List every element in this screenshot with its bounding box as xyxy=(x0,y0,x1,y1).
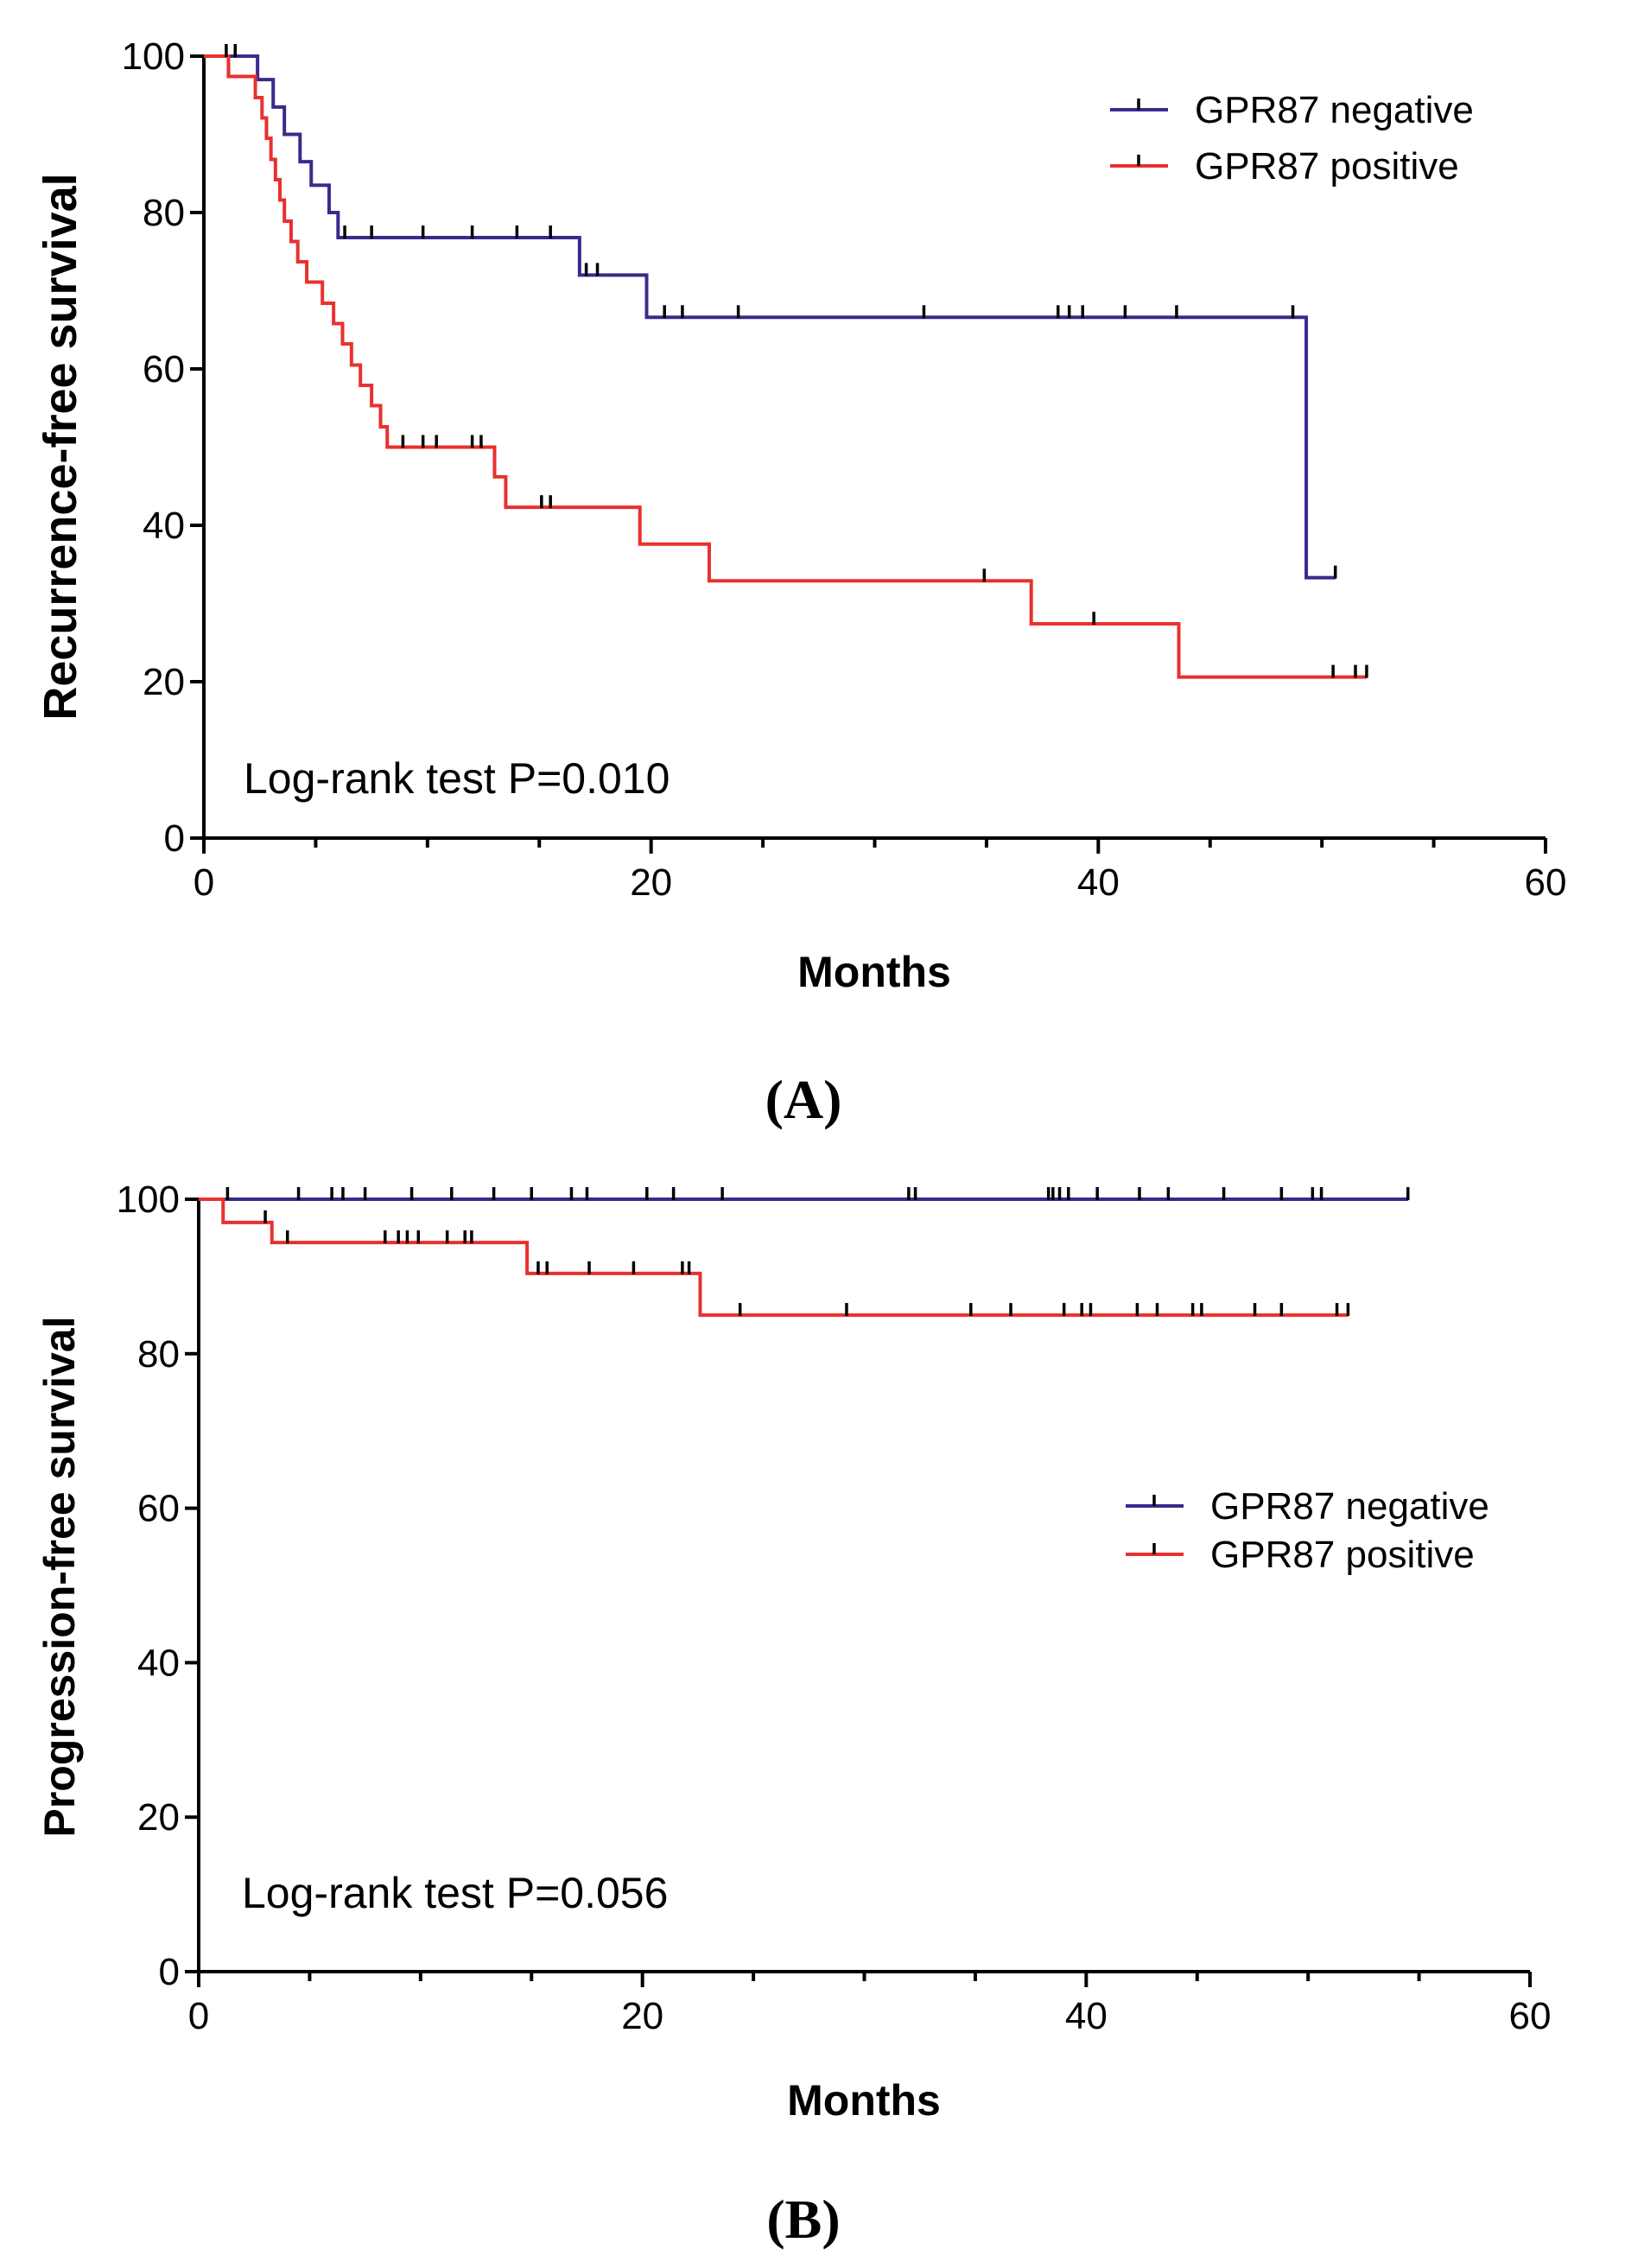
panel-a-y-tick-label: 0 xyxy=(164,817,185,860)
panel-b-y-tick-label: 80 xyxy=(137,1333,180,1375)
panel-a-logrank-annotation: Log-rank test P=0.010 xyxy=(244,754,670,803)
panel-a-legend-positive-label: GPR87 positive xyxy=(1195,145,1459,187)
panel-a-x-axis-title: Months xyxy=(797,948,951,996)
panel-a-y-axis-title: Recurrence-free survival xyxy=(35,173,86,720)
panel-b-label: (B) xyxy=(766,2189,840,2250)
panel-b-legend: GPR87 negative GPR87 positive xyxy=(1126,1485,1489,1576)
panel-a-x-tick-label: 20 xyxy=(630,861,672,904)
panel-b-curve-positive xyxy=(199,1198,1349,1318)
panel-b-x-axis-title: Months xyxy=(787,2076,941,2125)
panel-b-legend-positive-label: GPR87 positive xyxy=(1210,1534,1475,1576)
panel-b-y-tick-label: 40 xyxy=(137,1642,180,1684)
panel-a-curves xyxy=(204,54,1367,679)
panel-b-x-tick-label: 60 xyxy=(1509,1995,1552,2037)
panel-b-y-tick-label: 100 xyxy=(117,1178,180,1221)
panel-a-curve-positive xyxy=(204,54,1367,679)
panel-b-y-tick-label: 20 xyxy=(137,1796,180,1839)
panel-a-legend: GPR87 negative GPR87 positive xyxy=(1110,89,1474,187)
panel-b-y-axis-title: Progression-free survival xyxy=(35,1316,84,1837)
panel-a-y-tick-label: 60 xyxy=(143,348,185,391)
panel-b-x-tick-label: 0 xyxy=(188,1995,209,2037)
panel-b-x-tick-label: 40 xyxy=(1065,1995,1108,2037)
panel-a-y-tick-label: 20 xyxy=(143,661,185,703)
panel-b-curves xyxy=(199,1198,1408,1318)
panel-a-y-tick-label: 80 xyxy=(143,192,185,234)
panel-a-x-tick-label: 40 xyxy=(1077,861,1120,904)
panel-a-x-tick-label: 60 xyxy=(1525,861,1567,904)
panel-a-censor-marks xyxy=(225,44,1368,678)
panel-a-legend-negative-label: GPR87 negative xyxy=(1195,89,1474,131)
panel-a-chart: 0 20 40 60 0 20 40 60 80 100 Months Recurrence-fr… xyxy=(35,35,1566,1130)
panel-b-y-tick-label: 0 xyxy=(159,1951,180,1993)
panel-b-y-tick-label: 60 xyxy=(137,1488,180,1530)
panel-b-censor-marks xyxy=(225,1187,1410,1317)
panel-b-chart: 0 20 40 60 0 20 40 60 80 100 Months Progression-f… xyxy=(35,1178,1551,2250)
panel-a-curve-negative xyxy=(204,54,1336,580)
panel-a-y-tick-label: 40 xyxy=(143,505,185,547)
panel-a-x-tick-label: 0 xyxy=(194,861,214,904)
panel-a-y-tick-label: 100 xyxy=(122,35,185,78)
panel-a-label: (A) xyxy=(765,1069,842,1130)
panel-b-ticks: 0 20 40 60 0 20 40 60 80 100 xyxy=(117,1178,1552,2037)
panel-a-ticks: 0 20 40 60 0 20 40 60 80 100 xyxy=(122,35,1567,904)
panel-b-legend-negative-label: GPR87 negative xyxy=(1210,1485,1489,1528)
panel-b-x-tick-label: 20 xyxy=(621,1995,663,2037)
panel-b-logrank-annotation: Log-rank test P=0.056 xyxy=(242,1869,668,1917)
